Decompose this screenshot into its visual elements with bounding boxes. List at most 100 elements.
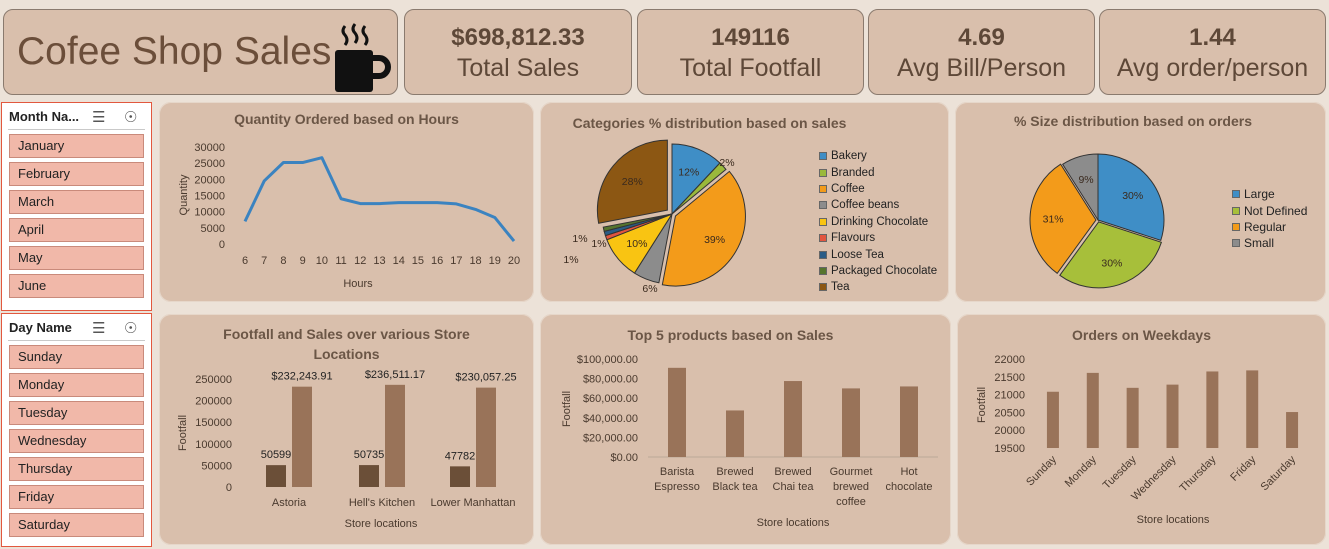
clear-filter-icon[interactable]: ☉	[124, 320, 138, 337]
bar	[1206, 371, 1219, 448]
bar	[1126, 387, 1139, 448]
categories-legend: Bakery Branded Coffee Coffee beans Drinking …	[819, 148, 937, 296]
legend-swatch	[1232, 222, 1240, 231]
size-legend: Large Not Defined Regular Small	[1232, 186, 1307, 252]
slicer-item-february[interactable]: February	[9, 162, 144, 186]
x-tick-label: Barista	[660, 466, 695, 478]
y-axis-title: Footfall	[976, 387, 988, 423]
legend-label: Flavours	[831, 232, 876, 245]
kpi-label: Total Footfall	[679, 54, 822, 82]
legend-swatch	[819, 266, 827, 275]
legend-label: Drinking Chocolate	[831, 215, 929, 228]
slicer-item-saturday[interactable]: Saturday	[9, 513, 144, 537]
legend-swatch	[1232, 239, 1240, 248]
legend-label: Coffee beans	[831, 199, 900, 212]
slicer-item-march[interactable]: March	[9, 190, 144, 214]
y-tick-label: 22000	[994, 354, 1025, 366]
data-label: 47782	[445, 450, 476, 462]
pie-data-label: 6%	[642, 283, 657, 295]
x-tick-label: 14	[393, 255, 405, 267]
chart-title: Categories % distribution based on sales	[572, 115, 847, 131]
x-tick-label: 6	[242, 255, 248, 267]
legend-label: Branded	[831, 166, 875, 179]
x-tick-label: 11	[335, 255, 346, 267]
slicer-item-monday[interactable]: Monday	[9, 373, 144, 397]
legend-label: Large	[1244, 187, 1275, 202]
y-tick-label: 20000	[194, 174, 225, 186]
kpi-total-footfall: 149116 Total Footfall	[637, 9, 864, 95]
y-tick-label: 10000	[194, 207, 225, 219]
x-tick-label: Gourmet	[830, 466, 873, 478]
chart-title: Footfall and Sales over various Store Lo…	[223, 326, 470, 362]
slicer-item-friday[interactable]: Friday	[9, 485, 144, 509]
kpi-value: 149116	[711, 24, 790, 51]
multi-select-icon[interactable]: ☰	[92, 320, 106, 337]
pie-data-label: 2%	[719, 157, 734, 169]
slicer-item-january[interactable]: January	[9, 134, 144, 158]
y-tick-label: 15000	[194, 191, 225, 203]
slicer-item-april[interactable]: April	[9, 218, 144, 242]
coffee-cup-icon	[335, 23, 391, 92]
x-tick-label: Brewed	[774, 466, 811, 478]
weekdays-panel: Orders on Weekdays 19500 20000 20500 21000 2…	[957, 314, 1326, 545]
bar	[1166, 384, 1179, 448]
size-pie-panel: % Size distribution based on orders 30% 3…	[955, 102, 1326, 302]
y-tick-label: 21000	[994, 390, 1025, 402]
x-tick-label: 13	[373, 255, 385, 267]
slicer-item-thursday[interactable]: Thursday	[9, 457, 144, 481]
x-tick-label: Black tea	[712, 481, 758, 493]
slicer-item-may[interactable]: May	[9, 246, 144, 270]
legend-swatch	[819, 217, 827, 226]
x-tick-label: 18	[469, 255, 481, 267]
y-axis-title: Quantity	[178, 174, 190, 215]
pie-data-label: 1%	[591, 238, 606, 250]
slicer-item-june[interactable]: June	[9, 274, 144, 298]
x-axis-title: Store locations	[1137, 514, 1210, 526]
legend-swatch	[1232, 206, 1240, 215]
bar	[784, 381, 802, 457]
legend-label: Small	[1244, 236, 1275, 251]
store-locations-bar-chart: 0 50000 100000 150000 200000 250000 50599 $232,…	[177, 369, 517, 530]
chart-title: Quantity Ordered based on Hours	[234, 111, 459, 127]
data-label: $230,057.25	[455, 372, 516, 384]
legend-item: Large	[1232, 186, 1307, 202]
legend-item: Not Defined	[1232, 202, 1307, 218]
kpi-avg-bill: 4.69 Avg Bill/Person	[868, 9, 1095, 95]
legend-swatch	[819, 184, 827, 193]
legend-item: Small	[1232, 235, 1307, 251]
data-label: $236,511.17	[365, 369, 425, 381]
x-tick-label: Hot	[900, 466, 917, 478]
bar	[900, 386, 918, 457]
legend-item: Bakery	[819, 148, 937, 164]
top-products-bar-chart: $0.00 $20,000.00 $40,000.00 $60,000.00 $80,0…	[561, 354, 938, 529]
legend-label: Packaged Chocolate	[831, 264, 938, 277]
slicer-item-tuesday[interactable]: Tuesday	[9, 401, 144, 425]
quantity-series-line	[243, 156, 516, 243]
x-tick-label: 9	[300, 255, 306, 267]
x-tick-label: Espresso	[654, 481, 700, 493]
legend-swatch	[819, 283, 827, 292]
slicer-item-sunday[interactable]: Sunday	[9, 345, 144, 369]
bar	[292, 386, 312, 487]
slicer-item-wednesday[interactable]: Wednesday	[9, 429, 144, 453]
kpi-avg-order: 1.44 Avg order/person	[1099, 9, 1326, 95]
hours-line-chart: 0 5000 10000 15000 20000 25000 30000 6 7 8 9 10 11 12…	[178, 142, 520, 290]
legend-swatch	[819, 234, 827, 243]
legend-item: Flavours	[819, 230, 937, 246]
legend-item: Packaged Chocolate	[819, 263, 937, 279]
data-label: $232,243.91	[271, 371, 332, 383]
slicer-header: Month Na... ☰ ☉	[8, 103, 145, 130]
legend-swatch	[1232, 190, 1240, 199]
y-tick-label: $20,000.00	[583, 432, 638, 444]
x-tick-label: 8	[280, 255, 286, 267]
weekdays-bar-chart: 19500 20000 20500 21000 21500 22000 Sunday Mond…	[976, 354, 1299, 526]
multi-select-icon[interactable]: ☰	[92, 109, 106, 126]
x-axis-title: Hours	[343, 278, 373, 290]
pie-slice-regular	[1029, 163, 1097, 275]
clear-filter-icon[interactable]: ☉	[124, 109, 138, 126]
legend-swatch	[819, 250, 827, 259]
x-tick-label: Saturday	[1259, 453, 1299, 493]
x-tick-label: Tuesday	[1101, 453, 1139, 491]
categories-pie-chart: 12% 2% 39% 6% 10% 1% 1% 1% 28%	[563, 139, 746, 295]
x-tick-label: 20	[508, 255, 520, 267]
